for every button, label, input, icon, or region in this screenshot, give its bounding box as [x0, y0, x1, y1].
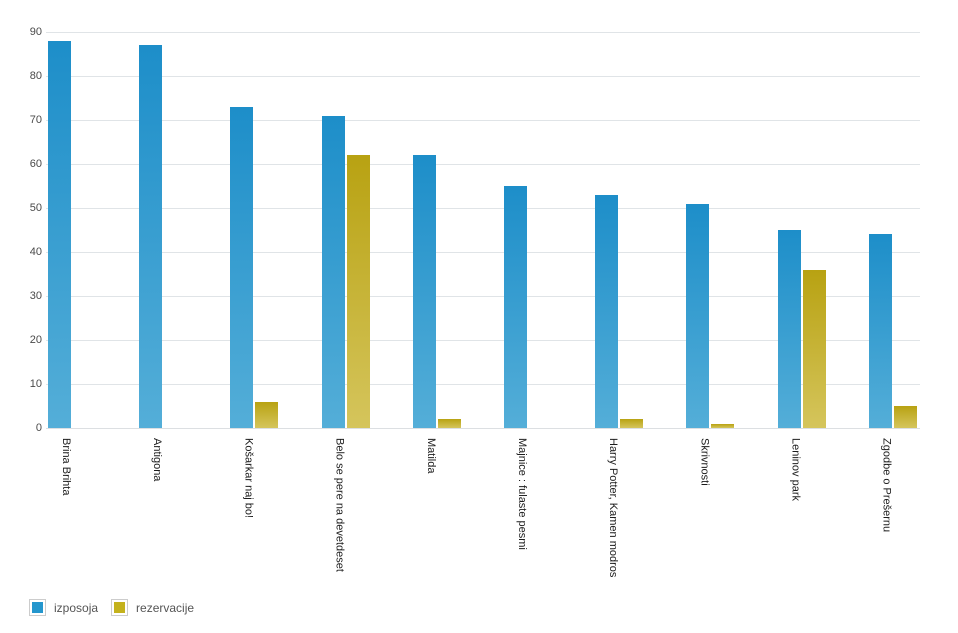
y-tick-label: 80	[29, 70, 42, 82]
bar-izposoja[interactable]	[777, 230, 801, 428]
bar-rezervacije[interactable]	[893, 406, 917, 428]
y-tick-label: 60	[29, 158, 42, 170]
y-tick-label: 40	[29, 246, 42, 258]
bar-rezervacije[interactable]	[255, 401, 279, 428]
category-slot	[502, 32, 593, 428]
category-slot	[228, 32, 319, 428]
gridline	[46, 428, 920, 429]
bar-izposoja[interactable]	[139, 45, 163, 428]
category-label: Leninov park	[789, 438, 802, 501]
plot-area	[46, 32, 920, 429]
gridline	[46, 32, 920, 33]
gridline	[46, 164, 920, 165]
y-tick-label: 90	[29, 26, 42, 38]
y-tick-label: 70	[29, 114, 42, 126]
bar-rezervacije[interactable]	[620, 419, 644, 428]
category-label: Brina Brihta	[60, 438, 72, 496]
bar-izposoja[interactable]	[503, 186, 527, 428]
y-tick-label: 10	[29, 378, 42, 390]
y-tick-label: 30	[29, 290, 42, 302]
bar-izposoja[interactable]	[48, 40, 71, 428]
category-slot	[46, 32, 137, 428]
bar-izposoja[interactable]	[868, 234, 892, 428]
category-slot	[593, 32, 684, 428]
legend-label-izposoja[interactable]: izposoja	[54, 600, 99, 615]
category-label: Skrivnosti	[698, 438, 711, 486]
legend-swatch-rezervacije[interactable]	[111, 599, 129, 616]
legend: izposoja rezervacije	[29, 599, 207, 616]
category-slot	[776, 32, 867, 428]
category-slot	[867, 32, 958, 428]
category-label: Belo se pere na devetdeset	[333, 438, 346, 572]
bar-rezervacije[interactable]	[437, 419, 461, 428]
x-axis-labels: Brina Brihta Antigona Košarkar naj bo! Belo…	[46, 438, 958, 582]
gridline	[46, 208, 920, 209]
category-label: Antigona	[151, 438, 164, 482]
legend-label-rezervacije[interactable]: rezervacije	[136, 600, 195, 615]
bar-izposoja[interactable]	[412, 155, 436, 428]
category-label: Harry Potter, Kamen modros	[607, 438, 620, 578]
gridline	[46, 296, 920, 297]
gridline	[46, 76, 920, 77]
gridline	[46, 384, 920, 385]
gridline	[46, 120, 920, 121]
category-label: Košarkar naj bo!	[242, 438, 255, 519]
bar-izposoja[interactable]	[230, 106, 254, 428]
category-slot	[411, 32, 502, 428]
bar-rezervacije[interactable]	[802, 269, 826, 428]
bar-izposoja[interactable]	[321, 115, 345, 428]
bar-izposoja[interactable]	[686, 203, 710, 428]
bar-izposoja[interactable]	[595, 194, 619, 428]
bar-rezervacije[interactable]	[711, 423, 735, 428]
category-slot	[684, 32, 775, 428]
category-slot	[320, 32, 411, 428]
category-label: Matilda	[424, 438, 437, 474]
category-label: Zgodbe o Prešernu	[880, 438, 893, 533]
bars-area	[46, 32, 958, 428]
gridline	[46, 252, 920, 253]
category-slot	[137, 32, 228, 428]
legend-swatch-izposoja[interactable]	[29, 599, 46, 616]
y-tick-label: 0	[35, 422, 42, 434]
category-label: Majnice : fulaste pesmi	[515, 438, 528, 550]
y-tick-label: 50	[29, 202, 42, 214]
bar-rezervacije[interactable]	[346, 155, 370, 428]
gridline	[46, 340, 920, 341]
y-tick-label: 20	[29, 334, 42, 346]
